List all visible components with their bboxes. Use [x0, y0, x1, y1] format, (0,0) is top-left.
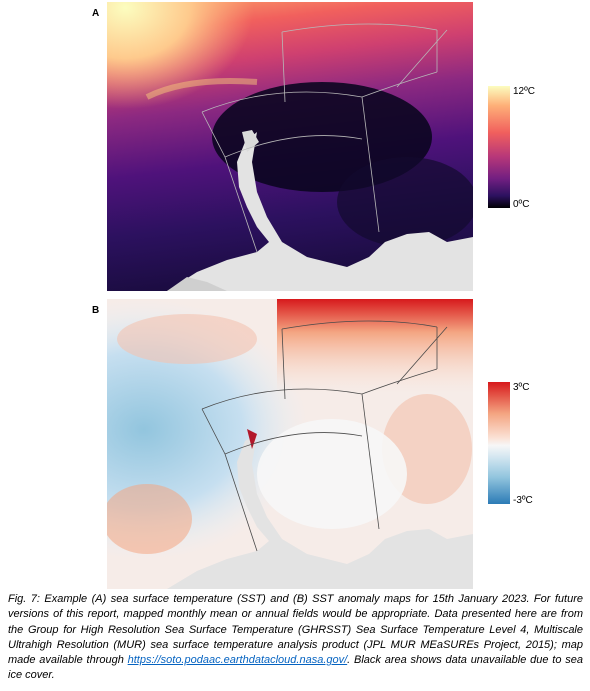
panel-a-letter: A	[92, 8, 100, 19]
sst-anomaly-colorbar-min-label: -3ºC	[513, 495, 533, 506]
sst-map	[107, 2, 473, 291]
sst-map-graphic	[107, 2, 473, 291]
sst-anomaly-map	[107, 299, 473, 589]
sst-colorbar	[488, 86, 510, 208]
sst-anomaly-colorbar-max-label: 3ºC	[513, 382, 530, 393]
sst-anomaly-colorbar	[488, 382, 510, 504]
sst-colorbar-max-label: 12ºC	[513, 86, 535, 97]
caption-text-end: . Black area shows data unavailable due …	[8, 654, 583, 682]
caption-text: Fig. 7: Example (A) sea surface temperat…	[8, 593, 583, 667]
sst-colorbar-min-label: 0ºC	[513, 199, 530, 210]
figure-caption: Fig. 7: Example (A) sea surface temperat…	[8, 592, 583, 684]
caption-link[interactable]: https://soto.podaac.earthdatacloud.nasa.…	[127, 654, 348, 667]
panel-b-letter: B	[92, 305, 100, 316]
sst-anomaly-map-graphic	[107, 299, 473, 589]
